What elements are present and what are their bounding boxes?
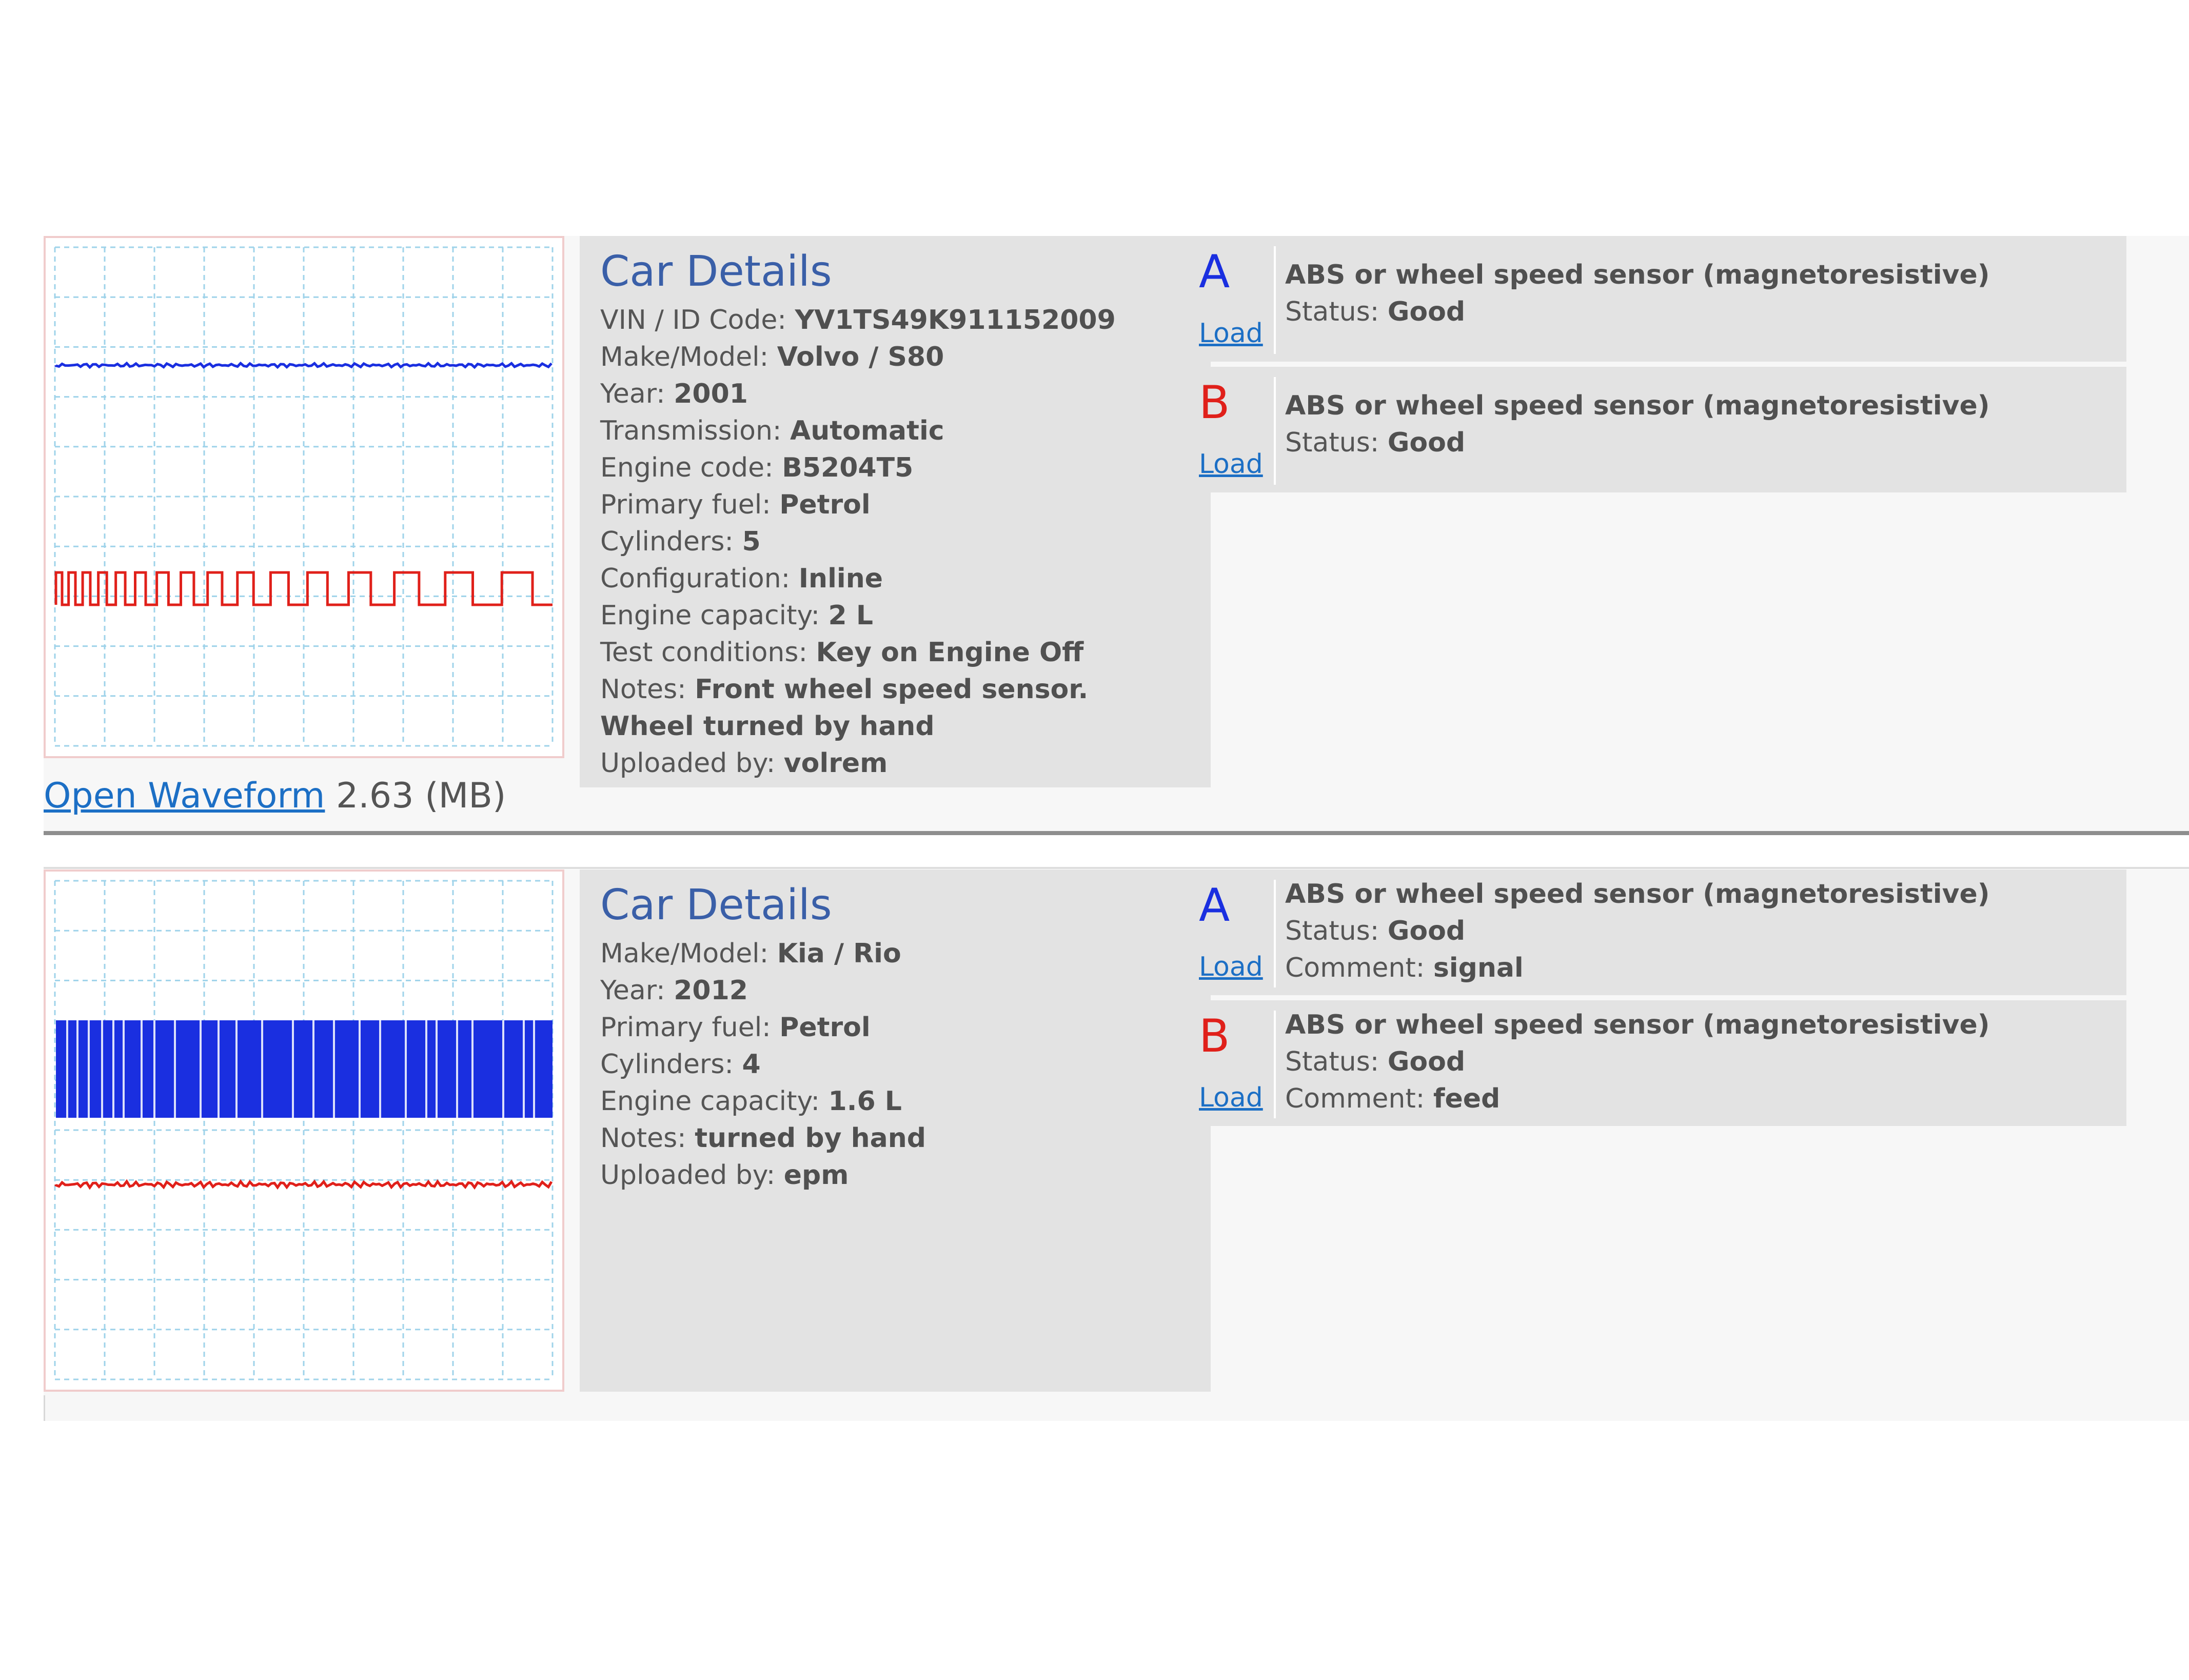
channel-test-b: B Load ABS or wheel speed sensor (magnet… [1188, 1000, 2126, 1126]
status-row: Status: Good [1285, 1046, 1466, 1077]
waveform-preview [54, 880, 554, 1380]
car-details-panel: Car Details Make/Model: Kia / Rio Year: … [580, 869, 1211, 1392]
channel-letter-a: A [1199, 879, 1230, 932]
detail-row-engine-capacity: Engine capacity: 2 L [600, 600, 873, 631]
waveform-gap [200, 1020, 202, 1118]
detail-row-primary-fuel: Primary fuel: Petrol [600, 1012, 871, 1043]
detail-row-configuration: Configuration: Inline [600, 563, 883, 594]
file-size: 2.63 (MB) [336, 776, 506, 816]
waveform-gap [123, 1020, 125, 1118]
waveform-gap [101, 1020, 103, 1118]
test-info: ABS or wheel speed sensor (magnetoresist… [1285, 256, 1990, 330]
waveform-gap [379, 1020, 381, 1118]
channel-letter-b: B [1199, 376, 1230, 429]
channel-test-b: B Load ABS or wheel speed sensor (magnet… [1188, 367, 2126, 492]
waveform-gap [66, 1020, 68, 1118]
divider [1274, 1011, 1276, 1118]
waveform-thumbnail[interactable] [44, 236, 564, 758]
channel-test-a: A Load ABS or wheel speed sensor (magnet… [1188, 236, 2126, 362]
waveform-gap [261, 1020, 263, 1118]
detail-row-notes: Notes: Front wheel speed sensor. Wheel t… [600, 674, 1089, 742]
car-details-panel: Car Details VIN / ID Code: YV1TS49K91115… [580, 236, 1211, 787]
comment-row: Comment: signal [1285, 953, 1524, 983]
waveform-gap [456, 1020, 458, 1118]
waveform-trace [56, 1020, 553, 1118]
detail-row-notes: Notes: turned by hand [600, 1123, 926, 1154]
detail-row-engine-capacity: Engine capacity: 1.6 L [600, 1086, 902, 1117]
waveform-preview [54, 246, 554, 747]
test-info: ABS or wheel speed sensor (magnetoresist… [1285, 1006, 1990, 1117]
entry-separator [44, 831, 2189, 835]
channel-test-a: A Load ABS or wheel speed sensor (magnet… [1188, 869, 2126, 995]
status-row: Status: Good [1285, 916, 1466, 946]
detail-row-make-model: Make/Model: Volvo / S80 [600, 342, 944, 372]
detail-row-engine-code: Engine code: B5204T5 [600, 452, 914, 483]
detail-row-primary-fuel: Primary fuel: Petrol [600, 489, 871, 520]
waveform-gap [112, 1020, 114, 1118]
waveform-gap [533, 1020, 535, 1118]
open-waveform-row: Open Waveform 2.63 (MB) [44, 776, 506, 816]
waveform-gap [405, 1020, 407, 1118]
waveform-gap [523, 1020, 525, 1118]
detail-row-uploaded-by: Uploaded by: volrem [600, 748, 888, 779]
waveform-thumbnail[interactable] [44, 869, 564, 1392]
detail-row-year: Year: 2012 [600, 975, 748, 1006]
waveform-gap [292, 1020, 294, 1118]
waveform-gap [141, 1020, 143, 1118]
channel-letter-b: B [1199, 1010, 1230, 1062]
sensor-name: ABS or wheel speed sensor (magnetoresist… [1285, 1010, 1990, 1040]
entry-border [44, 1395, 45, 1421]
waveform-trace [54, 361, 553, 369]
waveform-gap [174, 1020, 176, 1118]
divider [1274, 880, 1276, 987]
sensor-name: ABS or wheel speed sensor (magnetoresist… [1285, 390, 1990, 421]
detail-row-transmission: Transmission: Automatic [600, 416, 944, 446]
waveform-gap [471, 1020, 474, 1118]
car-details-title: Car Details [600, 247, 832, 296]
load-link-b[interactable]: Load [1199, 449, 1263, 480]
waveform-gap [76, 1020, 78, 1118]
divider [1274, 246, 1276, 354]
test-info: ABS or wheel speed sensor (magnetoresist… [1285, 387, 1990, 461]
detail-row-make-model: Make/Model: Kia / Rio [600, 938, 901, 969]
waveform-gap [235, 1020, 238, 1118]
detail-row-year: Year: 2001 [600, 379, 748, 409]
load-link-a[interactable]: Load [1199, 952, 1263, 982]
waveform-gap [88, 1020, 90, 1118]
detail-row-uploaded-by: Uploaded by: epm [600, 1160, 849, 1191]
waveform-gap [502, 1020, 504, 1118]
entry-separator-line [44, 867, 2189, 869]
waveform-gap [425, 1020, 427, 1118]
status-row: Status: Good [1285, 427, 1466, 458]
sensor-name: ABS or wheel speed sensor (magnetoresist… [1285, 879, 1990, 910]
comment-row: Comment: feed [1285, 1083, 1501, 1114]
divider [1274, 377, 1276, 485]
channel-letter-a: A [1199, 245, 1230, 298]
waveform-trace [54, 571, 553, 606]
status-row: Status: Good [1285, 297, 1466, 327]
waveform-gap [218, 1020, 220, 1118]
waveform-gap [153, 1020, 155, 1118]
detail-row-test-conditions: Test conditions: Key on Engine Off [600, 637, 1084, 668]
load-link-b[interactable]: Load [1199, 1082, 1263, 1113]
waveform-trace [54, 1179, 553, 1190]
detail-row-cylinders: Cylinders: 5 [600, 526, 761, 557]
waveform-gap [359, 1020, 361, 1118]
open-waveform-link[interactable]: Open Waveform [44, 776, 325, 816]
waveform-gap [333, 1020, 335, 1118]
detail-row-vin: VIN / ID Code: YV1TS49K911152009 [600, 305, 1116, 335]
load-link-a[interactable]: Load [1199, 318, 1263, 349]
car-details-title: Car Details [600, 881, 832, 930]
waveform-gap [312, 1020, 314, 1118]
detail-row-cylinders: Cylinders: 4 [600, 1049, 761, 1080]
sensor-name: ABS or wheel speed sensor (magnetoresist… [1285, 260, 1990, 290]
test-info: ABS or wheel speed sensor (magnetoresist… [1285, 876, 1990, 986]
waveform-gap [436, 1020, 438, 1118]
